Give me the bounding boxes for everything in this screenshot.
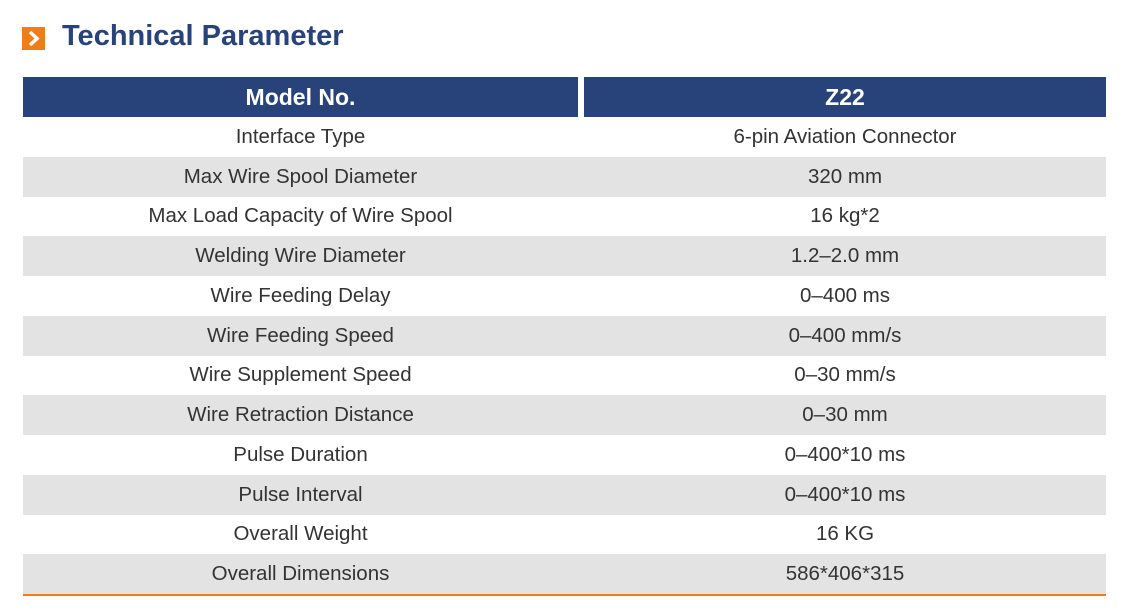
param-value: 0–30 mm/s [794,363,896,387]
param-name: Pulse Interval [238,482,363,506]
table-row: Wire Supplement Speed 0–30 mm/s [23,356,1106,396]
header-cell: Z22 [584,77,1106,117]
param-value: 0–400*10 ms [784,442,906,466]
chevron [28,30,40,47]
table-row: Wire Feeding Delay 0–400 ms [23,276,1106,316]
table-row: Wire Feeding Speed 0–400 mm/s [23,315,1106,356]
header-row: Model No. Z22 [23,77,1106,117]
param-value: 0–400*10 ms [784,482,906,506]
table-row: Max Wire Spool Diameter 320 mm [23,156,1106,197]
param-value: 0–400 ms [799,283,891,307]
param-name: Welding Wire Diameter [195,244,406,268]
param-name: Wire Retraction Distance [187,403,414,427]
table-row: Max Load Capacity of Wire Spool 16 kg*2 [23,197,1106,237]
param-name: Interface Type [235,124,366,148]
param-value: 16 KG [815,522,875,546]
param-value: 1.2–2.0 mm [790,244,900,268]
table-row: Overall Dimensions 586*406*315 [23,554,1106,594]
section-title: Technical Parameter [62,20,344,52]
header-cell: Model No. [23,77,578,117]
param-value: 0–30 mm [802,403,888,427]
table-row: Welding Wire Diameter 1.2–2.0 mm [23,236,1106,276]
param-name: Max Load Capacity of Wire Spool [148,204,453,228]
title-icon [22,27,45,50]
param-name: Wire Feeding Delay [210,283,391,307]
param-name: Wire Supplement Speed [189,363,412,387]
param-value: 586*406*315 [785,562,905,586]
param-name: Max Wire Spool Diameter [183,164,418,188]
bottom-rule [23,594,1106,596]
table-row: Overall Weight 16 KG [23,515,1106,555]
param-value: 0–400 mm/s [788,323,902,347]
spec-table: Model No. Z22 Interface Type 6-pin Aviati… [23,77,1106,596]
param-name: Overall Dimensions [211,562,390,586]
table-row: Pulse Duration 0–400*10 ms [23,435,1106,475]
table-row: Pulse Interval 0–400*10 ms [23,474,1106,515]
table-row: Wire Retraction Distance 0–30 mm [23,395,1106,435]
param-value: 6-pin Aviation Connector [733,124,957,148]
param-value: 320 mm [807,164,883,188]
table-row: Interface Type 6-pin Aviation Connector [23,117,1106,157]
param-name: Wire Feeding Speed [207,323,394,347]
param-name: Pulse Duration [233,442,368,466]
param-value: 16 kg*2 [810,204,880,228]
param-name: Overall Weight [233,522,368,546]
